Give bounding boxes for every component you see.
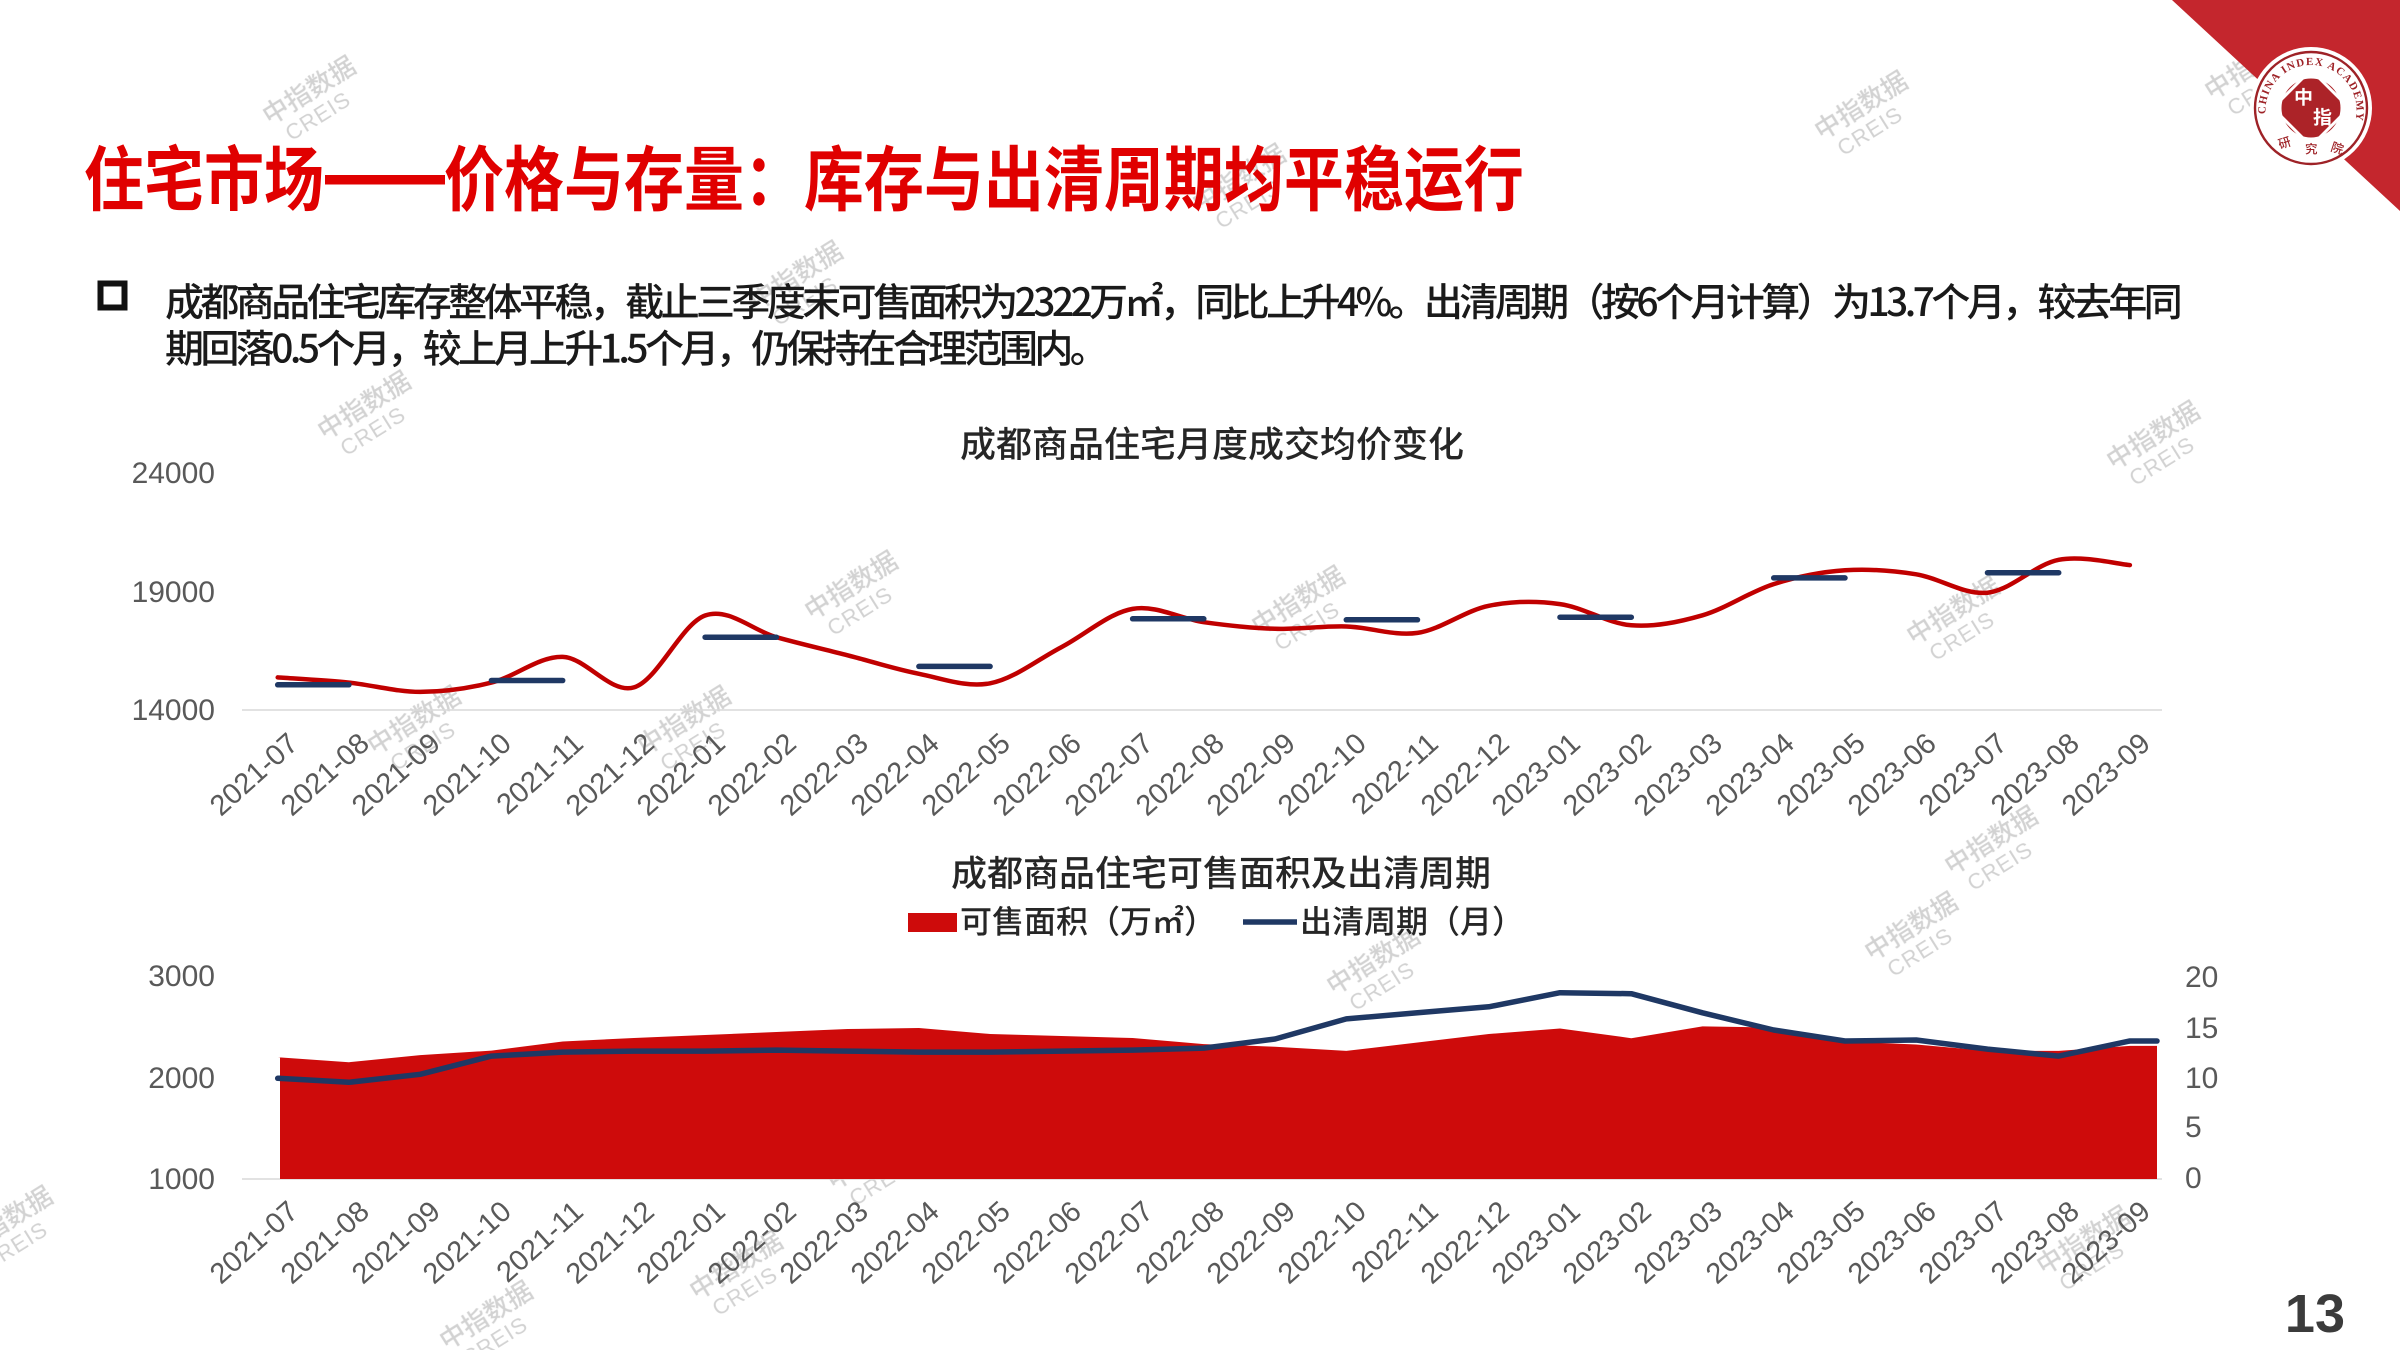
svg-text:24000: 24000 (132, 457, 215, 490)
svg-text:19000: 19000 (132, 576, 215, 609)
svg-text:13: 13 (2285, 1284, 2345, 1344)
svg-text:15: 15 (2185, 1012, 2218, 1045)
svg-text:20: 20 (2185, 961, 2218, 994)
svg-text:3000: 3000 (148, 960, 215, 993)
svg-text:5: 5 (2185, 1111, 2202, 1144)
svg-text:10: 10 (2185, 1062, 2218, 1095)
svg-text:0: 0 (2185, 1162, 2202, 1195)
svg-text:2000: 2000 (148, 1062, 215, 1095)
svg-text:14000: 14000 (132, 694, 215, 727)
svg-text:1000: 1000 (148, 1163, 215, 1196)
